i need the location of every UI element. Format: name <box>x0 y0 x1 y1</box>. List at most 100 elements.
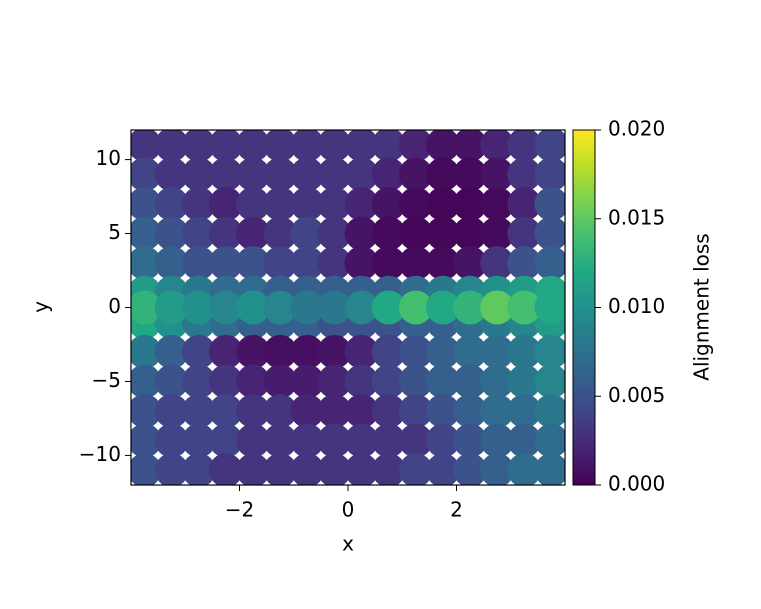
point <box>290 364 325 399</box>
point <box>425 364 460 399</box>
x-axis-label: x <box>342 532 354 556</box>
point <box>425 157 460 192</box>
point <box>371 157 406 192</box>
point <box>507 453 542 485</box>
point <box>154 130 189 162</box>
point <box>371 334 406 369</box>
point <box>534 157 565 192</box>
point <box>371 186 406 221</box>
point <box>236 334 271 369</box>
point <box>131 130 162 162</box>
point <box>208 130 243 162</box>
point <box>181 216 216 251</box>
y-tick-label: −10 <box>79 442 121 466</box>
point <box>398 130 433 162</box>
point <box>371 216 406 251</box>
point <box>263 334 298 369</box>
point <box>317 334 352 369</box>
point <box>236 246 271 281</box>
point <box>480 364 515 399</box>
point <box>208 423 243 458</box>
point <box>263 290 298 325</box>
point <box>236 453 271 485</box>
colorbar-tick-label: 0.010 <box>608 294 665 318</box>
point <box>425 290 460 325</box>
point <box>208 364 243 399</box>
point <box>480 130 515 162</box>
point <box>208 246 243 281</box>
point <box>317 246 352 281</box>
point <box>131 186 162 221</box>
point <box>398 246 433 281</box>
point <box>154 453 189 485</box>
x-tick-label: −2 <box>225 498 254 522</box>
point <box>154 394 189 429</box>
colorbar <box>572 129 596 486</box>
point <box>208 394 243 429</box>
point <box>290 246 325 281</box>
point <box>398 364 433 399</box>
point <box>154 157 189 192</box>
point <box>480 216 515 251</box>
point <box>425 453 460 485</box>
point <box>507 157 542 192</box>
point <box>290 157 325 192</box>
point <box>236 394 271 429</box>
point <box>181 364 216 399</box>
point <box>154 423 189 458</box>
point <box>290 394 325 429</box>
point <box>317 186 352 221</box>
y-tick-label: 0 <box>108 294 121 318</box>
y-tick-label: 10 <box>96 146 121 170</box>
point <box>344 394 379 429</box>
point <box>290 453 325 485</box>
point <box>480 157 515 192</box>
point <box>398 394 433 429</box>
x-tick-label: 2 <box>450 498 463 522</box>
point <box>181 394 216 429</box>
y-axis-label: y <box>29 301 53 313</box>
point <box>236 130 271 162</box>
point <box>534 290 565 325</box>
point <box>534 334 565 369</box>
point <box>534 394 565 429</box>
point <box>344 423 379 458</box>
point <box>208 157 243 192</box>
point <box>344 157 379 192</box>
point <box>344 453 379 485</box>
point <box>154 290 189 325</box>
point <box>131 157 162 192</box>
point <box>425 246 460 281</box>
point <box>208 186 243 221</box>
point <box>507 423 542 458</box>
point <box>131 394 162 429</box>
point <box>371 364 406 399</box>
point <box>534 423 565 458</box>
point <box>371 130 406 162</box>
point <box>236 216 271 251</box>
point <box>398 216 433 251</box>
point <box>453 423 488 458</box>
point <box>425 130 460 162</box>
point <box>263 216 298 251</box>
y-tick-label: −5 <box>92 368 121 392</box>
point <box>480 453 515 485</box>
point <box>154 186 189 221</box>
point <box>131 290 162 325</box>
point <box>480 290 515 325</box>
point <box>236 290 271 325</box>
x-tick-label: 0 <box>342 498 355 522</box>
point <box>425 334 460 369</box>
point <box>317 157 352 192</box>
point <box>480 334 515 369</box>
point <box>425 394 460 429</box>
point <box>371 246 406 281</box>
point <box>290 186 325 221</box>
point <box>507 290 542 325</box>
point <box>344 364 379 399</box>
point <box>344 216 379 251</box>
point <box>534 453 565 485</box>
point <box>236 364 271 399</box>
point <box>263 453 298 485</box>
point <box>425 423 460 458</box>
